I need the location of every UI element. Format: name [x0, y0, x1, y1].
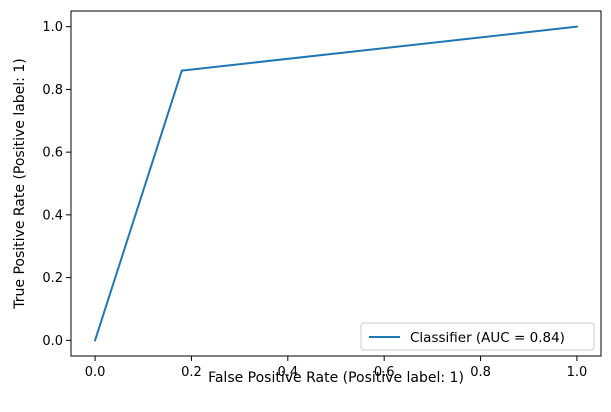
y-tick-label: 0.2 [42, 271, 63, 286]
y-tick-label: 0.4 [42, 208, 63, 223]
y-axis-ticks: 0.0 0.2 0.4 0.6 0.8 1.0 [42, 20, 71, 349]
x-tick-label: 0.0 [85, 365, 106, 380]
y-tick-label: 0.6 [42, 146, 63, 161]
x-axis-label: False Positive Rate (Positive label: 1) [208, 370, 464, 386]
y-tick-label: 0.0 [42, 334, 63, 349]
legend-label: Classifier (AUC = 0.84) [410, 330, 565, 346]
roc-curve-point [575, 25, 578, 28]
roc-curve-point [94, 339, 97, 342]
x-tick-label: 0.4 [277, 365, 298, 380]
plot-area [94, 25, 578, 342]
x-axis-ticks: 0.0 0.2 0.4 0.6 0.8 1.0 [85, 356, 588, 380]
x-tick-label: 1.0 [567, 365, 588, 380]
y-axis-label: True Positive Rate (Positive label: 1) [12, 58, 28, 309]
legend-box [360, 322, 595, 351]
axes-frame [70, 10, 602, 357]
y-tick-label: 1.0 [42, 20, 63, 35]
legend: Classifier (AUC = 0.84) [360, 322, 595, 351]
y-tick-label: 0.8 [42, 83, 63, 98]
x-tick-label: 0.2 [181, 365, 202, 380]
x-tick-label: 0.6 [374, 365, 395, 380]
roc-curve-point [180, 69, 183, 72]
x-tick-label: 0.8 [470, 365, 491, 380]
